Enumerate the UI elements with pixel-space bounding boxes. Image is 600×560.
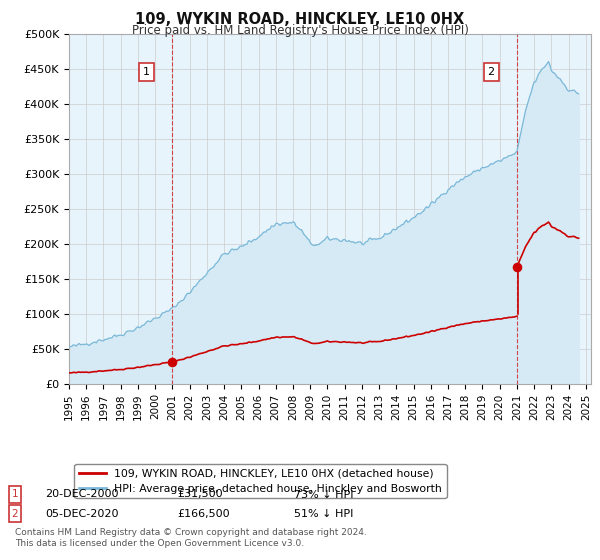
Text: 20-DEC-2000: 20-DEC-2000 bbox=[45, 489, 119, 500]
Text: 109, WYKIN ROAD, HINCKLEY, LE10 0HX: 109, WYKIN ROAD, HINCKLEY, LE10 0HX bbox=[136, 12, 464, 27]
Point bbox=[512, 263, 522, 272]
Text: 73% ↓ HPI: 73% ↓ HPI bbox=[294, 489, 353, 500]
Text: 05-DEC-2020: 05-DEC-2020 bbox=[45, 508, 119, 519]
Text: 1: 1 bbox=[143, 67, 150, 77]
Text: Price paid vs. HM Land Registry's House Price Index (HPI): Price paid vs. HM Land Registry's House … bbox=[131, 24, 469, 37]
Text: £31,500: £31,500 bbox=[177, 489, 223, 500]
Text: 2: 2 bbox=[11, 508, 19, 519]
Legend: 109, WYKIN ROAD, HINCKLEY, LE10 0HX (detached house), HPI: Average price, detach: 109, WYKIN ROAD, HINCKLEY, LE10 0HX (det… bbox=[74, 464, 446, 498]
Point bbox=[167, 357, 177, 366]
Text: Contains HM Land Registry data © Crown copyright and database right 2024.
This d: Contains HM Land Registry data © Crown c… bbox=[15, 528, 367, 548]
Text: 1: 1 bbox=[11, 489, 19, 500]
Text: £166,500: £166,500 bbox=[177, 508, 230, 519]
Text: 2: 2 bbox=[488, 67, 494, 77]
Text: 51% ↓ HPI: 51% ↓ HPI bbox=[294, 508, 353, 519]
